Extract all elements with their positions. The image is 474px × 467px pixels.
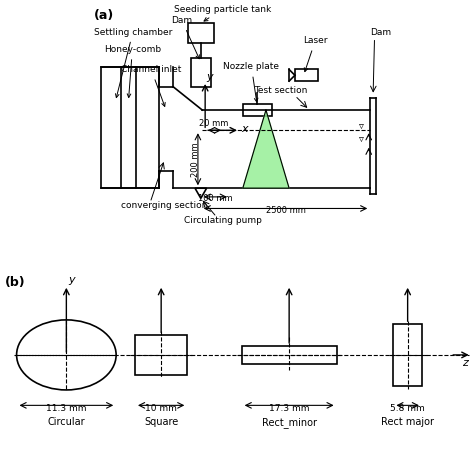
Ellipse shape	[17, 320, 116, 390]
Bar	[135, 335, 187, 375]
Bar	[242, 346, 337, 364]
Bar	[393, 324, 422, 386]
Text: Seeding particle tank: Seeding particle tank	[174, 5, 271, 21]
Text: Rect_minor: Rect_minor	[262, 417, 317, 428]
Text: (b): (b)	[5, 276, 26, 290]
Text: Test section: Test section	[254, 85, 307, 95]
Text: 11.3 mm: 11.3 mm	[46, 404, 87, 413]
Polygon shape	[195, 188, 207, 198]
Text: Circulating pump: Circulating pump	[183, 216, 262, 225]
Text: Settling chamber: Settling chamber	[94, 28, 172, 98]
Text: converging section: converging section	[121, 201, 208, 211]
Text: 10 mm: 10 mm	[145, 404, 177, 413]
Polygon shape	[243, 110, 289, 188]
Text: Honey-comb: Honey-comb	[104, 45, 161, 98]
Text: 100 mm: 100 mm	[198, 194, 233, 203]
Text: Laser: Laser	[303, 36, 328, 71]
Text: z: z	[462, 358, 468, 368]
Text: 20 mm: 20 mm	[199, 119, 228, 128]
Text: (a): (a)	[94, 9, 114, 21]
Text: Square: Square	[144, 417, 178, 427]
Text: $\triangledown$: $\triangledown$	[358, 134, 365, 144]
Text: Nozzle plate: Nozzle plate	[223, 63, 280, 102]
Text: Circular: Circular	[47, 417, 85, 427]
Text: Rect major: Rect major	[381, 417, 434, 427]
Text: Dam: Dam	[172, 16, 200, 59]
Text: x: x	[241, 124, 248, 134]
Text: y: y	[207, 71, 213, 82]
Text: 200 mm: 200 mm	[191, 142, 200, 177]
Text: $\triangledown$: $\triangledown$	[358, 121, 365, 131]
Text: 17.3 mm: 17.3 mm	[269, 404, 310, 413]
Text: 5.8 mm: 5.8 mm	[390, 404, 425, 413]
Text: 2500 mm: 2500 mm	[266, 206, 306, 215]
Text: y: y	[69, 276, 75, 285]
Text: Channel inlet: Channel inlet	[121, 65, 182, 106]
Text: Dam: Dam	[370, 28, 392, 37]
